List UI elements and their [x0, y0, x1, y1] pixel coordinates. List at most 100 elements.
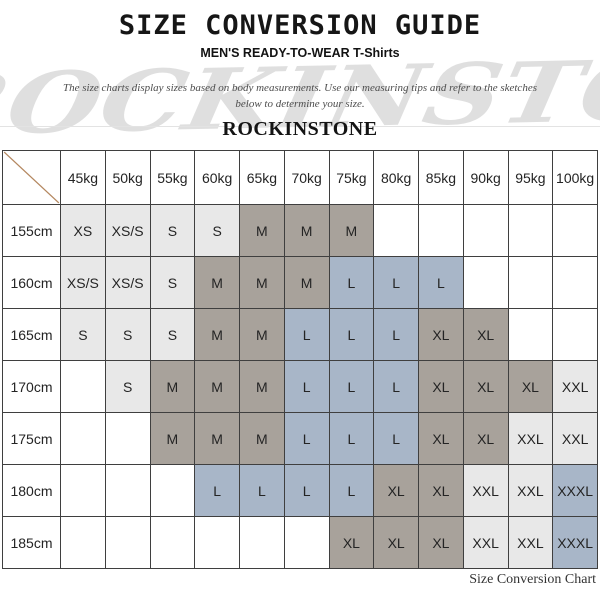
size-cell — [60, 412, 106, 465]
size-cell: M — [194, 360, 240, 413]
size-cell: L — [283, 360, 330, 413]
size-cell: XXXL — [552, 516, 598, 569]
size-cell: M — [149, 360, 196, 413]
weight-column-header: 95kg — [507, 150, 554, 205]
size-cell: L — [328, 412, 375, 465]
size-cell — [552, 256, 598, 309]
size-cell: L — [239, 464, 285, 517]
size-cell: XL — [507, 360, 554, 413]
height-row-header: 170cm — [2, 360, 61, 413]
size-cell — [239, 516, 285, 569]
size-cell: XL — [418, 464, 464, 517]
size-cell: XS/S — [104, 256, 151, 309]
weight-column-header: 100kg — [552, 150, 598, 205]
size-cell: M — [194, 412, 240, 465]
size-cell — [507, 256, 554, 309]
size-cell: M — [239, 256, 285, 309]
size-cell: L — [283, 412, 330, 465]
table-header-row: 45kg 50kg 55kg 60kg 65kg 70kg 75kg 80kg 85kg 90kg… — [2, 150, 598, 205]
size-cell: S — [149, 256, 196, 309]
size-cell: S — [104, 360, 151, 413]
weight-column-header: 85kg — [418, 150, 464, 205]
size-cell: XS — [60, 204, 106, 257]
weight-column-header: 45kg — [60, 150, 106, 205]
size-cell: XL — [418, 308, 464, 361]
size-cell — [60, 360, 106, 413]
table-row: 165cm S S S M M L L L XL XL — [2, 308, 598, 361]
height-row-header: 175cm — [2, 412, 61, 465]
size-cell — [104, 412, 151, 465]
size-cell: L — [283, 464, 330, 517]
size-cell: M — [283, 256, 330, 309]
size-cell: L — [373, 308, 419, 361]
size-cell: M — [194, 256, 240, 309]
size-cell: S — [104, 308, 151, 361]
size-cell: M — [149, 412, 196, 465]
diagonal-line-icon — [3, 151, 60, 204]
weight-column-header: 60kg — [194, 150, 240, 205]
size-cell: XL — [462, 360, 509, 413]
size-cell: XL — [418, 360, 464, 413]
size-cell — [149, 516, 196, 569]
size-cell: M — [328, 204, 375, 257]
size-cell — [194, 516, 240, 569]
weight-column-header: 55kg — [149, 150, 196, 205]
size-cell — [60, 516, 106, 569]
size-cell — [507, 308, 554, 361]
size-cell: S — [194, 204, 240, 257]
height-row-header: 180cm — [2, 464, 61, 517]
size-cell: XXL — [507, 464, 554, 517]
size-cell: L — [418, 256, 464, 309]
size-cell: XXL — [462, 516, 509, 569]
size-cell — [60, 464, 106, 517]
weight-column-header: 65kg — [239, 150, 285, 205]
table-row: 180cm L L L L XL XL XXL XXL XXXL — [2, 464, 598, 517]
size-cell: L — [328, 464, 375, 517]
divider-line — [0, 126, 600, 127]
size-cell: L — [283, 308, 330, 361]
size-cell: XXL — [462, 464, 509, 517]
size-cell: XS/S — [60, 256, 106, 309]
page-title: SIZE CONVERSION GUIDE — [118, 10, 482, 41]
table-row: 170cm S M M M L L L XL XL XL XXL — [2, 360, 598, 413]
size-cell: XS/S — [104, 204, 151, 257]
size-cell: XXL — [507, 412, 554, 465]
size-cell: L — [373, 412, 419, 465]
brand-name: ROCKINSTONE — [222, 118, 378, 140]
height-row-header: 155cm — [2, 204, 61, 257]
size-cell: M — [239, 412, 285, 465]
height-row-header: 165cm — [2, 308, 61, 361]
size-cell: S — [60, 308, 106, 361]
size-cell: XL — [462, 308, 509, 361]
size-cell — [104, 464, 151, 517]
size-cell — [552, 308, 598, 361]
size-conversion-table: 45kg 50kg 55kg 60kg 65kg 70kg 75kg 80kg 85kg 90kg… — [2, 150, 598, 569]
weight-column-header: 50kg — [104, 150, 151, 205]
size-cell: L — [328, 360, 375, 413]
weight-column-header: 70kg — [283, 150, 330, 205]
size-cell: XL — [373, 516, 419, 569]
size-cell: L — [373, 256, 419, 309]
table-row: 160cm XS/S XS/S S M M M L L L — [2, 256, 598, 309]
size-cell: XL — [462, 412, 509, 465]
size-cell: S — [149, 308, 196, 361]
table-row: 155cm XS XS/S S S M M M — [2, 204, 598, 257]
size-cell: L — [328, 308, 375, 361]
size-cell: M — [239, 204, 285, 257]
size-cell: M — [194, 308, 240, 361]
size-cell — [462, 204, 509, 257]
size-cell: L — [194, 464, 240, 517]
table-row: 175cm M M M L L L XL XL XXL XXL — [2, 412, 598, 465]
size-cell: XXL — [507, 516, 554, 569]
diagonal-corner-cell — [2, 150, 61, 205]
size-cell: XXL — [552, 360, 598, 413]
size-cell: XL — [373, 464, 419, 517]
weight-column-header: 80kg — [373, 150, 419, 205]
table-row: 185cm XL XL XL XXL XXL XXXL — [2, 516, 598, 569]
size-cell: M — [239, 308, 285, 361]
description-line-1: The size charts display sizes based on b… — [63, 82, 537, 94]
height-row-header: 160cm — [2, 256, 61, 309]
size-cell: M — [239, 360, 285, 413]
size-cell — [418, 204, 464, 257]
